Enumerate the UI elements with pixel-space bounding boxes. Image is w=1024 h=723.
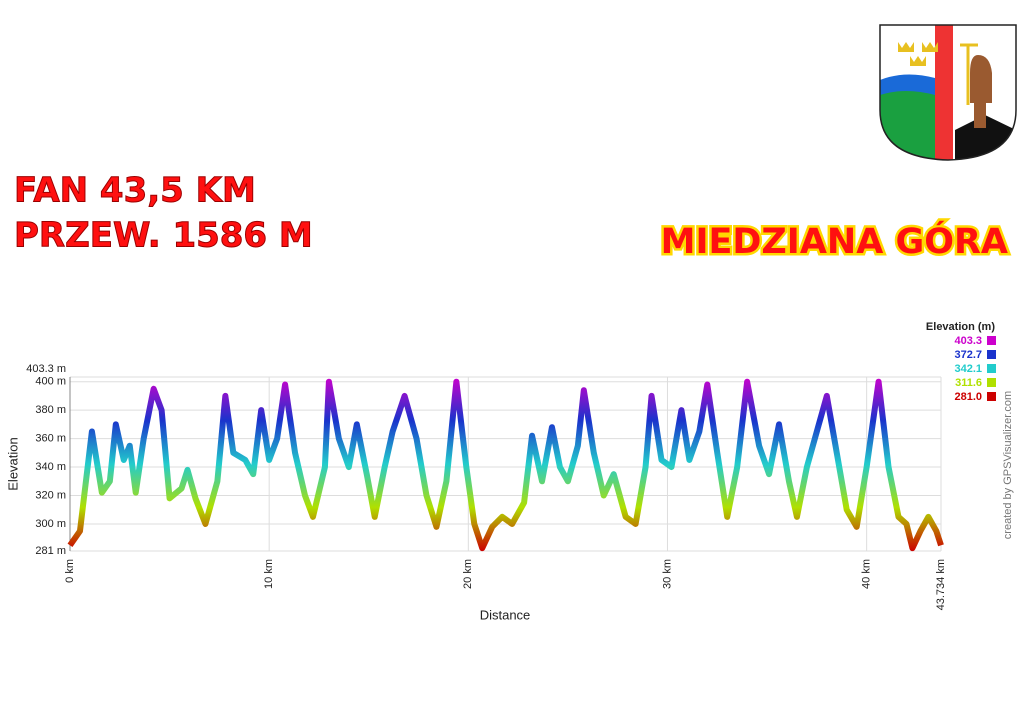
x-tick-label: 0 km — [64, 559, 76, 583]
x-tick-label: 40 km — [861, 559, 873, 589]
x-tick-label: 30 km — [661, 559, 673, 589]
heading-distance: FAN 43,5 KM — [14, 171, 256, 211]
legend-label: 342.1 — [954, 363, 982, 375]
y-tick-label: 403.3 m — [26, 363, 66, 375]
x-tick-label: 43.734 km — [935, 559, 947, 610]
y-tick-label: 340 m — [35, 461, 66, 473]
y-tick-label: 300 m — [35, 518, 66, 530]
legend-swatch — [987, 364, 996, 373]
y-tick-label: 281 m — [35, 545, 66, 557]
legend-label: 311.6 — [955, 377, 982, 389]
heading-climb: PRZEW. 1586 M — [14, 216, 313, 256]
heading-place: MIEDZIANA GÓRA — [661, 220, 1008, 262]
y-tick-label: 380 m — [35, 404, 66, 416]
credit: created by GPSVisualizer.com — [1002, 391, 1014, 539]
elevation-line — [67, 378, 944, 552]
legend-label: 281.0 — [954, 391, 982, 403]
legend-label: 372.7 — [954, 349, 982, 361]
y-tick-label: 320 m — [35, 489, 66, 501]
legend-label: 403.3 — [954, 335, 982, 347]
x-tick-label: 10 km — [263, 559, 275, 589]
legend-swatch — [987, 350, 996, 359]
legend-swatch — [987, 336, 996, 345]
legend-title: Elevation (m) — [926, 321, 995, 333]
x-axis-label: Distance — [480, 607, 531, 622]
y-axis-label: Elevation — [5, 437, 20, 490]
y-tick-label: 360 m — [35, 433, 66, 445]
legend-swatch — [987, 392, 996, 401]
legend-swatch — [987, 378, 996, 387]
x-tick-label: 20 km — [462, 559, 474, 589]
coat-of-arms — [879, 24, 1017, 161]
y-tick-label: 400 m — [35, 376, 66, 388]
